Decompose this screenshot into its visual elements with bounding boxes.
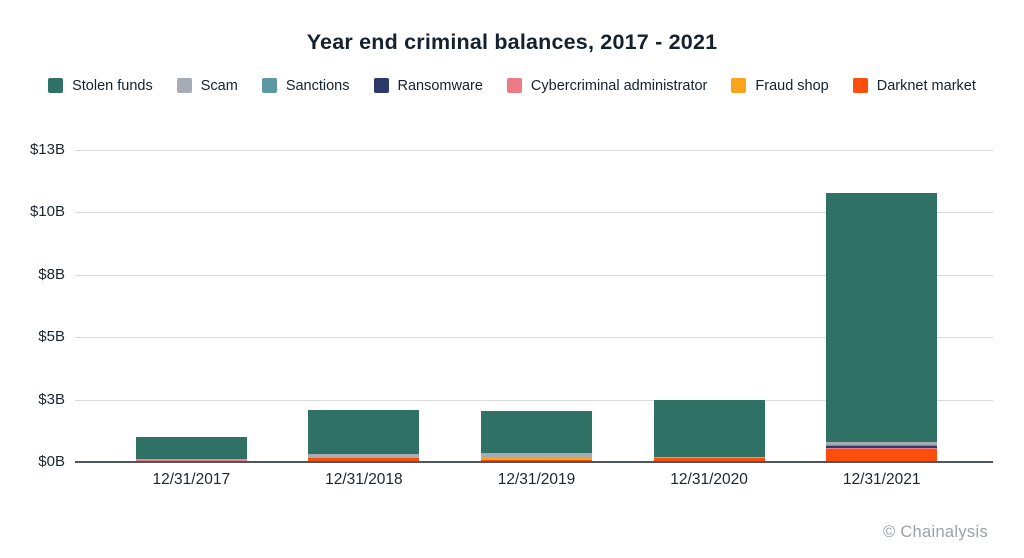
bar-segment xyxy=(826,449,938,462)
bar-segment xyxy=(308,453,420,459)
bar-segment xyxy=(653,399,765,457)
stacked-bar-12-31-2021 xyxy=(826,193,938,462)
stacked-bar-12-31-2020 xyxy=(653,399,765,462)
bar-segment xyxy=(481,457,592,461)
y-tick-label: $8B xyxy=(38,265,65,283)
gridline xyxy=(75,150,993,151)
bar-segment xyxy=(308,409,420,454)
legend-label: Darknet market xyxy=(876,77,976,94)
y-tick-label: $5B xyxy=(38,328,65,346)
bar-segment xyxy=(135,459,247,462)
legend-swatch xyxy=(373,78,389,93)
legend-item: Sanctions xyxy=(261,77,350,94)
legend-swatch xyxy=(852,78,868,93)
x-axis-labels: 12/31/2017 12/31/2018 12/31/2019 12/31/2020… xyxy=(105,471,968,493)
y-tick-label: $13B xyxy=(29,141,65,158)
legend-swatch xyxy=(48,78,64,93)
bar-segment xyxy=(653,456,765,459)
bar-segment xyxy=(481,452,592,458)
chart-title: Year end criminal balances, 2017 - 2021 xyxy=(306,30,718,54)
legend-label: Ransomware xyxy=(397,77,483,94)
bars-container xyxy=(105,140,968,463)
bar-segment xyxy=(308,458,420,462)
bar-segment xyxy=(135,458,247,460)
legend-label: Cybercriminal administrator xyxy=(530,77,708,94)
y-tick-label: $3B xyxy=(38,390,65,408)
legend-swatch xyxy=(731,78,747,93)
legend-swatch xyxy=(261,78,277,93)
bar-segment xyxy=(481,410,592,453)
legend-swatch xyxy=(506,78,522,93)
y-axis-labels: $0B $3B $5B $8B $10B $13B xyxy=(0,140,65,470)
gridline xyxy=(75,399,993,401)
bar-segment xyxy=(135,437,247,459)
legend-label: Fraud shop xyxy=(755,77,829,94)
plot-area: 12/31/2017 12/31/2018 12/31/2019 12/31/2020… xyxy=(75,140,993,488)
gridline xyxy=(75,212,993,214)
stacked-bar-12-31-2019 xyxy=(481,410,592,462)
bar-segment xyxy=(826,193,938,442)
y-tick-label: $0B xyxy=(38,453,65,470)
bar-segment xyxy=(653,458,765,462)
gridline xyxy=(75,337,993,339)
legend-item: Stolen funds xyxy=(48,77,153,94)
x-tick-label: 12/31/2017 xyxy=(152,471,231,488)
x-tick-label: 12/31/2018 xyxy=(325,471,403,488)
stacked-bar-12-31-2017 xyxy=(135,437,247,462)
x-axis-baseline xyxy=(75,461,993,463)
legend-label: Scam xyxy=(200,77,238,94)
legend-label: Sanctions xyxy=(285,77,350,94)
gridline xyxy=(75,274,993,276)
legend-item: Scam xyxy=(176,77,238,94)
legend-item: Fraud shop xyxy=(731,77,829,94)
x-tick-label: 12/31/2021 xyxy=(842,471,921,488)
y-tick-label: $10B xyxy=(29,203,65,221)
bar-segment xyxy=(826,441,938,445)
legend-swatch xyxy=(176,78,192,93)
x-tick-label: 12/31/2019 xyxy=(497,471,576,488)
stacked-bar-12-31-2018 xyxy=(308,409,420,462)
legend-item: Cybercriminal administrator xyxy=(506,77,708,94)
x-tick-label: 12/31/2020 xyxy=(670,471,748,488)
legend-item: Darknet market xyxy=(852,77,976,94)
bar-segment xyxy=(826,446,938,449)
chainalysis-credit: © Chainalysis xyxy=(882,523,988,541)
legend-item: Ransomware xyxy=(373,77,483,94)
legend-label: Stolen funds xyxy=(72,77,153,94)
bar-segment xyxy=(826,444,938,447)
legend: Stolen funds Scam Sanctions Ransomware Cyber… xyxy=(40,77,984,94)
